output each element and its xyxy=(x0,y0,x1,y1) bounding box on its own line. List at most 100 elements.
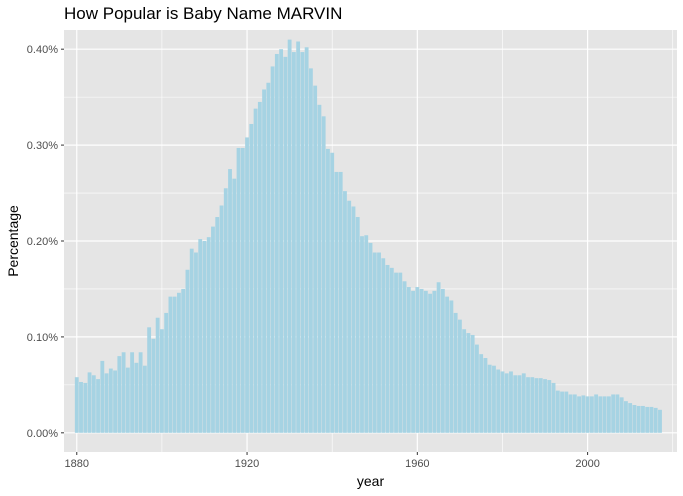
bar-1942 xyxy=(338,171,343,433)
bar-2017 xyxy=(658,409,662,433)
bar-1996 xyxy=(568,394,573,433)
bar-1991 xyxy=(547,380,552,433)
bar-2005 xyxy=(606,396,611,433)
bar-2002 xyxy=(594,394,599,433)
bar-1907 xyxy=(189,248,194,433)
bar-1888 xyxy=(108,368,113,433)
bar-1911 xyxy=(206,237,211,433)
bar-1941 xyxy=(334,171,339,433)
bar-1883 xyxy=(87,372,92,433)
bar-1917 xyxy=(232,178,237,433)
bar-1990 xyxy=(543,379,547,433)
bar-1903 xyxy=(172,296,177,433)
bar-2007 xyxy=(615,394,620,433)
bar-1997 xyxy=(572,394,577,433)
bar-1974 xyxy=(475,344,479,433)
bar-1961 xyxy=(419,288,424,433)
bar-1934 xyxy=(304,47,309,433)
bar-1951 xyxy=(377,252,381,433)
bar-1929 xyxy=(283,56,288,433)
bar-2001 xyxy=(589,396,594,433)
bar-1937 xyxy=(317,104,322,433)
bar-1976 xyxy=(483,358,488,433)
bar-1981 xyxy=(504,373,509,433)
bar-1947 xyxy=(360,236,364,433)
bar-1965 xyxy=(436,282,441,433)
bar-1901 xyxy=(164,312,169,433)
bar-1895 xyxy=(138,352,143,433)
bar-1994 xyxy=(560,391,564,433)
bar-1957 xyxy=(402,281,407,433)
bar-1970 xyxy=(457,319,462,433)
bar-1931 xyxy=(291,52,296,433)
bar-1956 xyxy=(398,272,403,433)
bar-1922 xyxy=(253,108,258,433)
bar-1909 xyxy=(198,239,203,433)
bar-1946 xyxy=(355,217,360,433)
bar-1913 xyxy=(215,217,220,433)
bar-1984 xyxy=(517,375,522,433)
bar-1944 xyxy=(347,200,352,433)
bar-1989 xyxy=(538,378,543,433)
bar-1921 xyxy=(249,123,254,433)
bar-1900 xyxy=(159,329,164,433)
bar-1916 xyxy=(228,169,232,433)
bar-1891 xyxy=(121,352,126,433)
bar-1978 xyxy=(492,365,496,433)
bar-1972 xyxy=(466,333,471,433)
bar-1963 xyxy=(428,293,433,433)
bar-1919 xyxy=(240,147,245,433)
bar-1899 xyxy=(155,317,160,433)
bar-1926 xyxy=(270,66,275,433)
chart-title: How Popular is Baby Name MARVIN xyxy=(64,4,343,23)
bar-1945 xyxy=(351,206,356,433)
bar-2006 xyxy=(611,394,616,433)
bar-2004 xyxy=(602,396,607,433)
y-axis-title: Percentage xyxy=(5,205,21,277)
bar-1889 xyxy=(113,370,117,433)
x-axis-title: year xyxy=(357,473,385,489)
bar-1943 xyxy=(343,191,347,433)
bar-1952 xyxy=(381,258,386,433)
bar-1885 xyxy=(96,379,100,433)
bar-1973 xyxy=(470,334,475,433)
x-axis-ticks: 1880 1920 1960 2000 xyxy=(65,452,600,470)
bar-2013 xyxy=(641,405,645,433)
bar-1927 xyxy=(274,53,279,433)
bar-2010 xyxy=(628,403,633,433)
bar-2016 xyxy=(653,407,658,433)
bar-1894 xyxy=(134,362,139,433)
bar-1971 xyxy=(462,329,467,433)
y-axis-ticks: 0.00% 0.10% 0.20% 0.30% 0.40% xyxy=(27,44,64,440)
bar-1964 xyxy=(432,290,437,433)
bar-1897 xyxy=(147,327,152,433)
bar-1950 xyxy=(372,252,377,433)
bar-1896 xyxy=(142,365,147,433)
bar-2003 xyxy=(598,396,603,433)
bar-1886 xyxy=(100,360,105,433)
bar-1887 xyxy=(104,373,109,433)
bar-1953 xyxy=(385,264,390,433)
bar-1936 xyxy=(313,85,318,433)
bar-1935 xyxy=(308,68,313,433)
y-tick-label: 0.10% xyxy=(27,332,58,344)
bar-1932 xyxy=(296,41,301,433)
bar-1966 xyxy=(440,288,445,433)
bar-1999 xyxy=(581,395,586,433)
bar-1928 xyxy=(279,49,284,433)
bar-1940 xyxy=(330,152,335,433)
bar-1955 xyxy=(394,272,398,433)
bar-1988 xyxy=(534,378,539,433)
bar-1948 xyxy=(364,235,369,433)
bar-1949 xyxy=(368,242,373,433)
bar-1905 xyxy=(181,288,186,433)
bar-2014 xyxy=(645,406,650,433)
bar-1998 xyxy=(577,396,582,433)
bar-1960 xyxy=(415,287,420,433)
bar-1924 xyxy=(262,89,266,433)
bar-1910 xyxy=(202,241,207,433)
bar-1912 xyxy=(211,226,215,433)
bar-1933 xyxy=(300,52,305,433)
bar-1986 xyxy=(526,377,530,433)
